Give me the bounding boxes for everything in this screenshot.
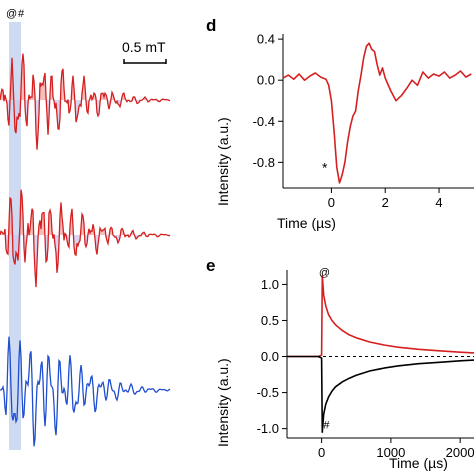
- y-tick-label: -0.4: [253, 114, 275, 129]
- spectrum-negative-fill: [0, 100, 170, 150]
- x-tick-label: 4: [435, 195, 442, 210]
- spectrum-negative-fill: [0, 235, 170, 288]
- series-line-0: [287, 275, 474, 358]
- spectrum-1: [0, 53, 171, 150]
- y-tick-label: -0.8: [253, 155, 275, 170]
- chart-d-ylabel: Intensity (a.u.): [215, 117, 231, 206]
- spectrum-line: [0, 189, 171, 288]
- at-marker: @: [6, 8, 17, 20]
- hash-marker: #: [18, 8, 25, 20]
- chart-d-xlabel: Time (µs): [277, 215, 336, 231]
- chart-e-annotation: #: [323, 420, 330, 432]
- chart-e-ylabel: Intensity (a.u.): [215, 358, 231, 447]
- y-tick-label: -0.5: [257, 385, 279, 400]
- spectrum-3: [0, 336, 171, 447]
- y-tick-label: 0.5: [261, 313, 279, 328]
- chart-e-annotation: @: [319, 267, 330, 279]
- spectrum-2: [0, 189, 171, 288]
- chart-d-axes: 0.4 0.0 -0.4 -0.8 0 2 4: [253, 32, 474, 210]
- x-tick-label: 2: [382, 195, 389, 210]
- spectrum-line: [0, 53, 171, 150]
- chart-e: e 1.00.50.0-0.5-1.00 1000 2000 @# Time (µs…: [206, 256, 474, 471]
- y-tick-label: -1.0: [257, 421, 279, 436]
- y-tick-label: 1.0: [261, 277, 279, 292]
- chart-d-annotation: *: [322, 160, 328, 176]
- x-tick-label: 2000: [446, 445, 474, 460]
- spectrum-line: [0, 336, 171, 447]
- chart-e-marks: @#: [287, 267, 474, 433]
- chart-e-axes: 1.0 0.5 0.0 -0.5 -1.0 0 1000 2000: [257, 270, 474, 460]
- x-tick-label: 0: [318, 445, 325, 460]
- chart-d-marks: *: [282, 42, 472, 184]
- y-tick-label: 0.4: [257, 32, 275, 47]
- chart-e-xlabel: Time (µs): [389, 455, 448, 471]
- spectrum-positive-fill: [0, 53, 170, 100]
- panel-d-label: d: [206, 16, 216, 35]
- spectrum-positive-fill: [0, 189, 170, 235]
- left-spectra-panel: @ # 0.5 mT: [0, 8, 171, 450]
- series-line-1: [287, 355, 474, 433]
- x-tick-label: 1000: [376, 445, 405, 460]
- x-tick-label: 0: [328, 195, 335, 210]
- scale-bar-label: 0.5 mT: [122, 39, 166, 55]
- y-tick-label: 0.0: [257, 73, 275, 88]
- y-tick-label: 0.0: [261, 349, 279, 364]
- series-line-0: [282, 42, 472, 184]
- chart-d: d 0.4 0.0 -0.4 -0.8 0 2 4 * Time (µs) Intensit…: [206, 16, 474, 231]
- panel-e-label: e: [206, 256, 215, 275]
